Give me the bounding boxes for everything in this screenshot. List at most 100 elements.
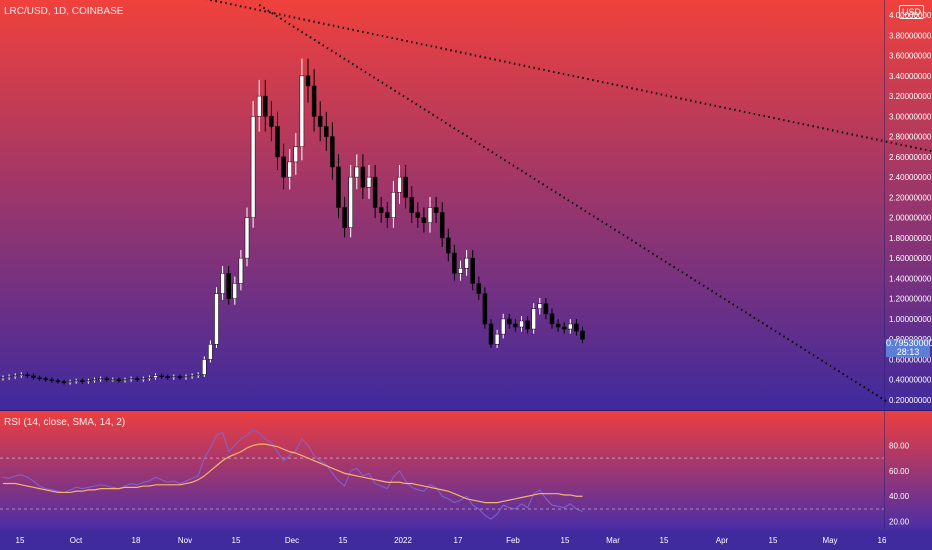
candle-body [439,212,445,239]
candle-body [49,379,55,381]
candle-body [244,217,250,259]
candle-body [378,207,384,213]
price-tick-label: 2.60000000 [889,153,932,162]
time-tick-label: 15 [561,536,570,545]
candle-body [80,380,85,382]
price-tick-label: 1.60000000 [889,254,932,263]
candle-body [549,313,555,325]
candle-body [580,330,585,340]
candle-body [86,380,91,382]
candle-body [287,161,292,178]
price-tick-label: 0.60000000 [889,355,932,364]
time-axis-labels: 15 Oct 18 Nov 15 Dec 15 2022 17 Feb 15 Mar 15 Apr 15 Ma… [16,536,887,545]
time-tick-label: Apr [716,536,729,545]
time-tick-label: Nov [178,536,192,545]
candle-body [513,323,518,328]
rsi-tick-label: 20.00 [889,518,910,527]
candle-body [208,343,213,360]
symbol-title: LRC/USD, 1D, COINBASE [4,6,124,17]
price-tick-label: 4.00000000 [889,11,932,20]
candle-body [238,257,244,284]
candle-body [61,381,67,383]
price-tick-label: 1.40000000 [889,274,932,283]
candle-body [494,333,500,345]
candle-body [415,212,421,218]
candle-body [543,303,549,315]
price-tick-label: 0.20000000 [889,396,932,405]
last-price-tag: 0.79530000 28:13 [886,339,932,357]
rsi-tick-label: 60.00 [889,467,910,476]
candle-body [342,207,347,229]
candle-body [263,95,268,117]
candle-body [116,379,122,381]
candle-body [336,166,341,208]
candle-body [519,320,524,328]
candle-body [104,378,109,380]
time-tick-label: 18 [132,536,141,545]
candle-body [427,207,433,223]
candle-body [37,377,42,379]
candle-body [446,237,451,254]
time-tick-label: Dec [285,536,299,545]
candle-body [67,381,73,383]
candle-body [226,273,231,299]
rsi-pane-bg [0,410,932,530]
candle-body [232,283,238,299]
price-tick-label: 3.00000000 [889,112,932,121]
price-tick-label: 0.40000000 [889,376,932,385]
candle-body [98,378,103,380]
candle-body [482,293,488,325]
candle-body [305,75,311,87]
time-tick-label: Feb [506,536,520,545]
trendlines [186,0,932,403]
candle-body [464,257,469,269]
candle-body [452,252,457,274]
candle-body [122,379,128,381]
candle-body [531,308,536,330]
candle-body [159,375,164,377]
price-tick-label: 2.80000000 [889,133,932,142]
candle-body [360,166,366,188]
candle-body [421,217,427,223]
candle-body [500,318,506,335]
candle-body [165,376,170,378]
candle-body [6,376,12,378]
candle-body [330,136,335,168]
rsi-line [2,429,583,520]
price-tick-label: 3.20000000 [889,92,932,101]
time-tick-label: 15 [16,536,25,545]
candle-body [507,318,512,325]
candle-body [403,176,408,198]
candle-body [561,326,567,330]
time-tick-label: 2022 [394,536,412,545]
candle-body [385,212,390,218]
currency-badge[interactable]: USD [899,5,925,19]
price-tick-label: 2.40000000 [889,173,932,182]
candle-body [177,376,183,378]
candle-body [354,166,360,178]
candle-body [256,95,262,117]
candle-body [397,176,402,193]
time-tick-label: 17 [454,536,463,545]
candle-body [202,359,207,375]
candle-body [92,379,97,381]
candle-body [55,380,61,382]
candle-body [299,75,305,147]
candle-body [147,377,152,379]
candle-body [0,377,6,379]
candle-body [43,378,48,380]
candle-body [73,380,79,382]
price-pane-bg [0,0,932,410]
candle-body [134,378,140,380]
rsi-lines [2,429,583,520]
candle-body [214,293,219,345]
price-tick-label: 1.20000000 [889,295,932,304]
price-tick-label: 3.40000000 [889,72,932,81]
candle-body [324,126,329,137]
time-tick-label: 15 [769,536,778,545]
rsi-ma-line [3,443,583,504]
trendline[interactable] [186,0,932,199]
candle-body [574,323,579,332]
candle-body [110,379,116,381]
